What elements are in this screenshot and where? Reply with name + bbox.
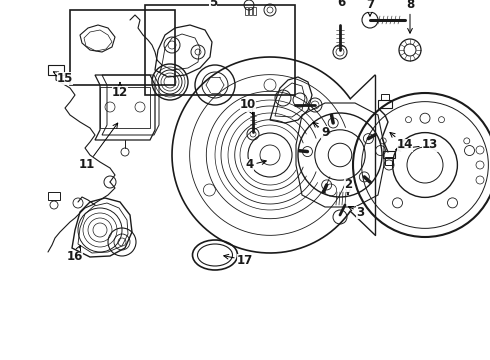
Text: 15: 15 (53, 72, 73, 85)
Text: 5: 5 (209, 0, 217, 9)
Bar (48, 192, 60, 200)
Text: 8: 8 (406, 0, 414, 33)
Text: 10: 10 (240, 99, 256, 114)
Text: 1: 1 (0, 359, 1, 360)
Text: 4: 4 (246, 158, 266, 171)
Bar (145, 5, 295, 95)
Text: 11: 11 (79, 123, 118, 171)
Bar (381, 94, 389, 100)
Text: 16: 16 (67, 246, 83, 264)
Bar (70, 10, 175, 85)
Text: 7: 7 (366, 0, 374, 16)
Text: 6: 6 (337, 0, 345, 9)
Text: 3: 3 (348, 206, 364, 219)
Text: 9: 9 (313, 122, 329, 139)
Bar (245, 7, 248, 15)
Bar (383, 151, 395, 158)
Text: 14: 14 (390, 132, 413, 152)
Text: 12: 12 (112, 82, 128, 99)
Text: 2: 2 (344, 179, 352, 194)
Text: 17: 17 (224, 253, 253, 266)
Bar (249, 7, 252, 15)
Bar (48, 65, 64, 75)
Bar (378, 100, 392, 108)
Bar (385, 157, 393, 165)
Text: 13: 13 (396, 139, 438, 152)
Bar (253, 7, 256, 15)
